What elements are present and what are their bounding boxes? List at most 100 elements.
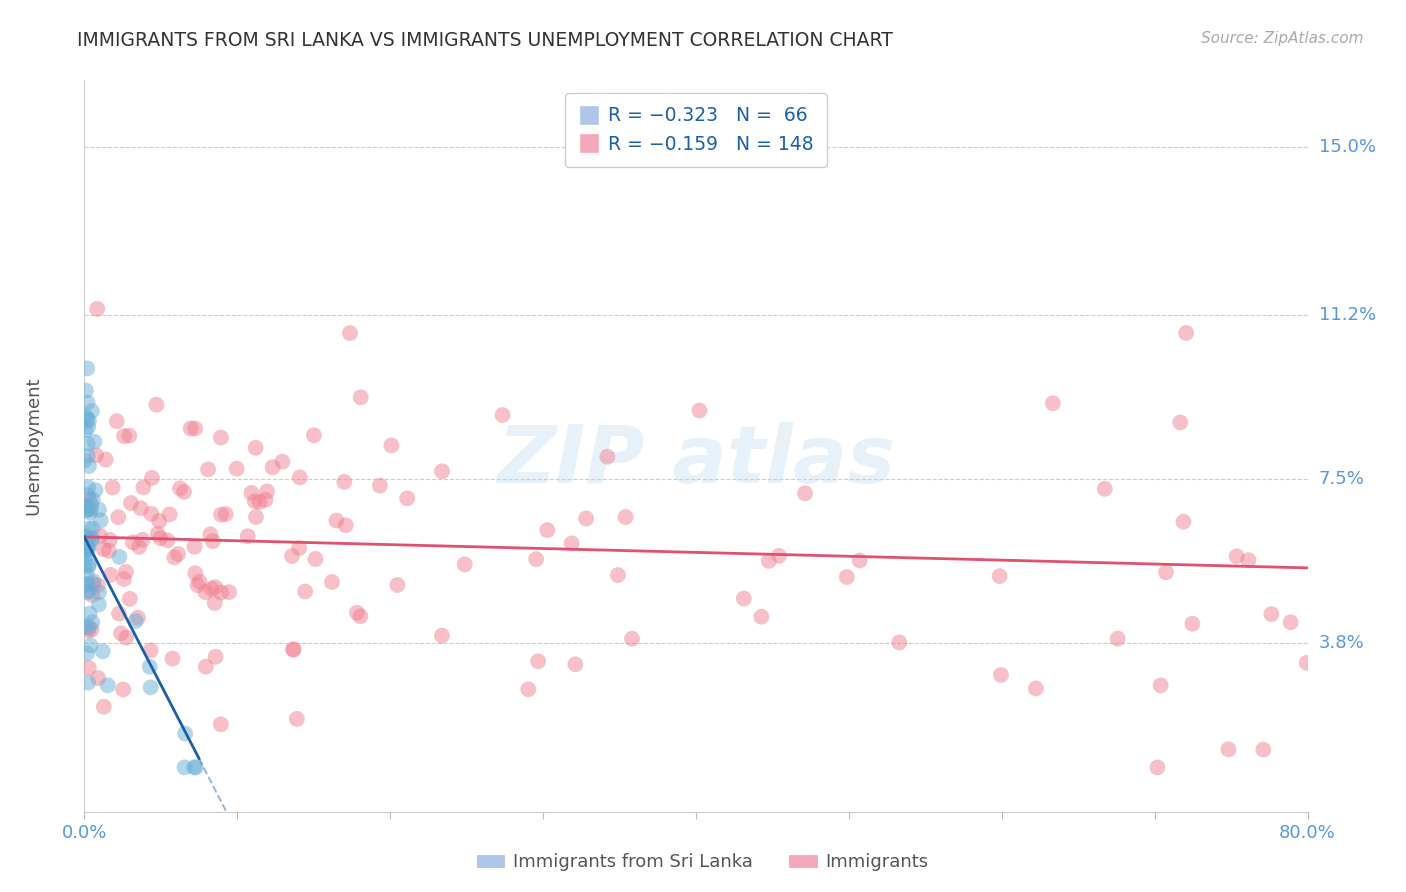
Point xyxy=(77,480,100,494)
Point xyxy=(107,510,129,524)
Point xyxy=(77,620,100,634)
Point xyxy=(614,510,637,524)
Point xyxy=(97,678,120,692)
Point xyxy=(1175,326,1198,340)
Point xyxy=(350,390,373,404)
Point xyxy=(214,507,236,521)
Point xyxy=(321,574,343,589)
Point xyxy=(209,717,232,731)
Point xyxy=(209,508,232,522)
Point xyxy=(77,558,100,572)
Point xyxy=(283,642,305,657)
Point xyxy=(82,588,104,602)
Point xyxy=(256,484,278,499)
Point xyxy=(75,384,97,398)
Point xyxy=(77,458,100,473)
Point xyxy=(149,531,172,545)
Text: 7.5%: 7.5% xyxy=(1319,470,1365,488)
Text: IMMIGRANTS FROM SRI LANKA VS IMMIGRANTS UNEMPLOYMENT CORRELATION CHART: IMMIGRANTS FROM SRI LANKA VS IMMIGRANTS … xyxy=(77,31,893,50)
Point xyxy=(194,659,217,673)
Point xyxy=(75,409,97,424)
Point xyxy=(430,464,453,478)
Point xyxy=(98,533,121,547)
Point xyxy=(97,544,120,558)
Point xyxy=(145,398,167,412)
Point xyxy=(184,760,207,774)
Point xyxy=(77,539,100,553)
Point xyxy=(768,549,790,563)
Point xyxy=(159,508,181,522)
Point xyxy=(128,540,150,554)
Point xyxy=(80,404,103,418)
Point xyxy=(835,570,858,584)
Point xyxy=(75,423,97,437)
Point xyxy=(76,531,98,545)
Point xyxy=(87,578,110,592)
Point xyxy=(240,486,263,500)
Point xyxy=(201,534,224,549)
Point xyxy=(575,511,598,525)
Point xyxy=(75,550,97,565)
Point xyxy=(1295,656,1317,670)
Point xyxy=(848,553,870,567)
Point xyxy=(249,495,271,509)
Point xyxy=(333,475,356,489)
Point xyxy=(561,536,583,550)
Point xyxy=(73,620,96,634)
Point xyxy=(236,529,259,543)
Point xyxy=(564,657,586,672)
Point xyxy=(77,675,100,690)
Point xyxy=(108,549,131,564)
Text: Source: ZipAtlas.com: Source: ZipAtlas.com xyxy=(1201,31,1364,46)
Point xyxy=(751,609,773,624)
Point xyxy=(186,578,208,592)
Point xyxy=(87,598,110,612)
Text: 11.2%: 11.2% xyxy=(1319,306,1376,324)
Point xyxy=(491,408,513,422)
Point xyxy=(349,609,371,624)
Point xyxy=(1279,615,1302,630)
Point xyxy=(204,580,226,594)
Point xyxy=(80,498,103,512)
Point xyxy=(1168,416,1191,430)
Point xyxy=(129,501,152,516)
Point xyxy=(77,559,100,574)
Point xyxy=(254,492,277,507)
Point xyxy=(990,668,1012,682)
Point xyxy=(184,566,207,581)
Point xyxy=(77,521,100,535)
Point xyxy=(621,632,644,646)
Point xyxy=(889,635,911,649)
Point xyxy=(76,541,98,555)
Point xyxy=(115,631,138,645)
Point xyxy=(108,607,131,621)
Point xyxy=(76,395,98,409)
Point xyxy=(79,607,101,621)
Point xyxy=(82,577,104,591)
Point xyxy=(536,523,558,537)
Point xyxy=(118,428,141,442)
Point xyxy=(77,502,100,516)
Point xyxy=(80,623,103,637)
Text: 3.8%: 3.8% xyxy=(1319,634,1364,652)
Point xyxy=(131,533,153,547)
Point xyxy=(82,492,104,507)
Point xyxy=(454,558,477,572)
Point xyxy=(82,532,104,546)
Point xyxy=(141,507,163,521)
Point xyxy=(1150,678,1173,692)
Point xyxy=(173,484,195,499)
Point xyxy=(76,568,98,582)
Point xyxy=(335,518,357,533)
Point xyxy=(387,578,409,592)
Point xyxy=(75,503,97,517)
Point xyxy=(76,646,98,660)
Point xyxy=(77,541,100,555)
Point xyxy=(1146,760,1168,774)
Point xyxy=(204,596,226,610)
Point xyxy=(82,615,104,630)
Point xyxy=(524,552,547,566)
Point xyxy=(112,682,135,697)
Point xyxy=(346,606,368,620)
Point xyxy=(76,449,98,463)
